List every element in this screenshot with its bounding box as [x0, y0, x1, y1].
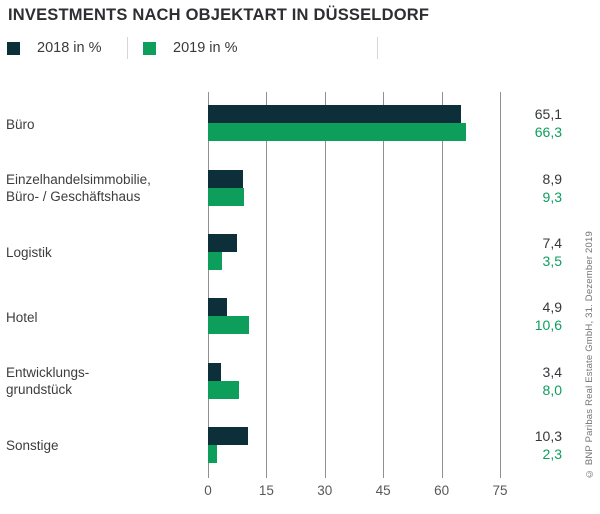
bar-2018 [208, 105, 462, 124]
bar-group [208, 362, 500, 399]
value-label-2018: 10,3 [534, 427, 562, 444]
bar-group [208, 298, 500, 335]
category-label: Einzelhandelsimmobilie, Büro- / Geschäft… [6, 172, 151, 205]
gridline [324, 92, 326, 478]
category-label: Hotel [6, 309, 38, 325]
bar-group [208, 169, 500, 206]
gridline [208, 92, 209, 478]
category-label: Entwicklungs- grundstück [6, 365, 90, 398]
x-tick-label: 60 [434, 483, 450, 498]
value-label-2018: 8,9 [542, 170, 562, 187]
bar-group [208, 105, 500, 142]
value-label-2019: 10,6 [534, 317, 562, 334]
value-label-2018: 3,4 [542, 363, 562, 380]
bar-2019 [208, 123, 467, 142]
bar-2018 [208, 362, 222, 381]
x-tick-label: 75 [492, 483, 508, 498]
legend: 2018 in % 2019 in % [0, 37, 378, 59]
x-axis-tick-labels: 0 15 30 45 60 75 [204, 483, 507, 501]
bar-2019 [208, 380, 240, 399]
value-label-2019: 2,3 [542, 445, 562, 462]
bar-2019 [208, 316, 250, 335]
value-label-2019: 8,0 [542, 381, 562, 398]
value-label-2019: 66,3 [534, 124, 562, 141]
value-label-2019: 3,5 [542, 252, 562, 269]
legend-label-2018: 2018 in % [37, 40, 102, 56]
x-tick-label: 0 [204, 483, 212, 498]
value-pair: 8,9 9,3 [500, 170, 562, 206]
bar-2018 [208, 169, 243, 188]
plot-area [208, 92, 501, 478]
value-pair: 10,3 2,3 [500, 427, 562, 463]
value-label-2018: 65,1 [534, 106, 562, 123]
gridline [500, 92, 501, 478]
bar-2019 [208, 187, 245, 206]
legend-item-2019: 2019 in % [128, 37, 378, 59]
value-pair: 7,4 3,5 [500, 234, 562, 270]
copyright-note: © BNP Paribas Real Estate GmbH, 31. Deze… [584, 230, 595, 479]
bar-group [208, 426, 500, 463]
bar-2019 [208, 444, 217, 463]
legend-item-2018: 2018 in % [0, 37, 128, 59]
value-pair: 4,9 10,6 [500, 298, 562, 334]
value-pair: 3,4 8,0 [500, 363, 562, 399]
value-label-2019: 9,3 [542, 188, 562, 205]
category-labels: Büro Einzelhandelsimmobilie, Büro- / Gesc… [6, 92, 202, 478]
category-label: Büro [6, 116, 35, 132]
legend-label-2019: 2019 in % [173, 40, 238, 56]
bar-group [208, 233, 500, 270]
value-pair: 65,1 66,3 [500, 105, 562, 141]
category-label: Logistik [6, 245, 52, 261]
value-labels: 65,1 66,3 8,9 9,3 7,4 3,5 4,9 10,6 3,4 8,0 10,3 2,3 [500, 92, 562, 478]
bar-2018 [208, 426, 249, 445]
bar-2018 [208, 233, 237, 252]
value-label-2018: 4,9 [542, 299, 562, 316]
gridline [441, 92, 443, 478]
chart-title: INVESTMENTS NACH OBJEKTART IN DÜSSELDORF [8, 6, 430, 24]
x-tick-label: 45 [375, 483, 391, 498]
gridline [383, 92, 385, 478]
x-tick-label: 30 [317, 483, 333, 498]
category-label: Sonstige [6, 438, 59, 454]
value-label-2018: 7,4 [542, 234, 562, 251]
bar-2018 [208, 298, 228, 317]
legend-swatch-2018-icon [7, 41, 20, 55]
legend-swatch-2019-icon [143, 41, 156, 55]
x-tick-label: 15 [258, 483, 274, 498]
bar-2019 [208, 251, 222, 270]
gridline [266, 92, 268, 478]
